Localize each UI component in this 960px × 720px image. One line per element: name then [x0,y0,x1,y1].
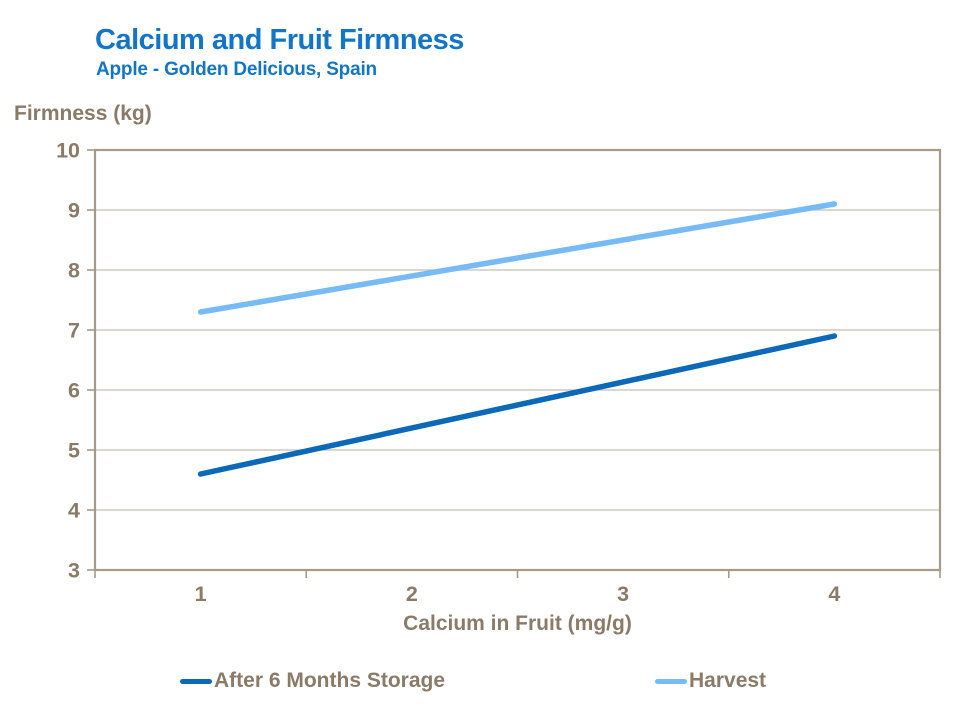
legend-line-marker [655,678,687,684]
legend-label: Harvest [689,669,767,692]
series-line [197,201,838,315]
legend-label: After 6 Months Storage [214,669,446,692]
y-tick-label: 4 [68,499,80,523]
plot-border [93,148,942,572]
legend: After 6 Months Storage Harvest [0,664,960,698]
series-line [197,333,838,477]
y-tick-label: 7 [68,319,80,343]
chart-title: Calcium and Fruit Firmness [95,24,464,56]
legend-item-storage: After 6 Months Storage [180,664,445,698]
x-tick-label: 3 [617,582,629,606]
y-tick-label: 6 [68,379,80,403]
x-tick-label: 4 [828,582,840,606]
legend-line-marker [180,678,212,684]
legend-item-harvest: Harvest [655,664,766,698]
y-axis-title: Firmness (kg) [14,102,152,125]
x-tick-label: 2 [406,582,418,606]
x-tick-label: 1 [195,582,207,606]
x-axis-title: Calcium in Fruit (mg/g) [403,612,632,635]
y-tick-label: 10 [56,139,80,163]
y-tick-label: 3 [68,559,80,583]
y-tick-label: 9 [68,199,80,223]
y-tick-label: 8 [68,259,80,283]
chart-subtitle: Apple - Golden Delicious, Spain [96,59,377,80]
y-tick-label: 5 [68,439,80,463]
